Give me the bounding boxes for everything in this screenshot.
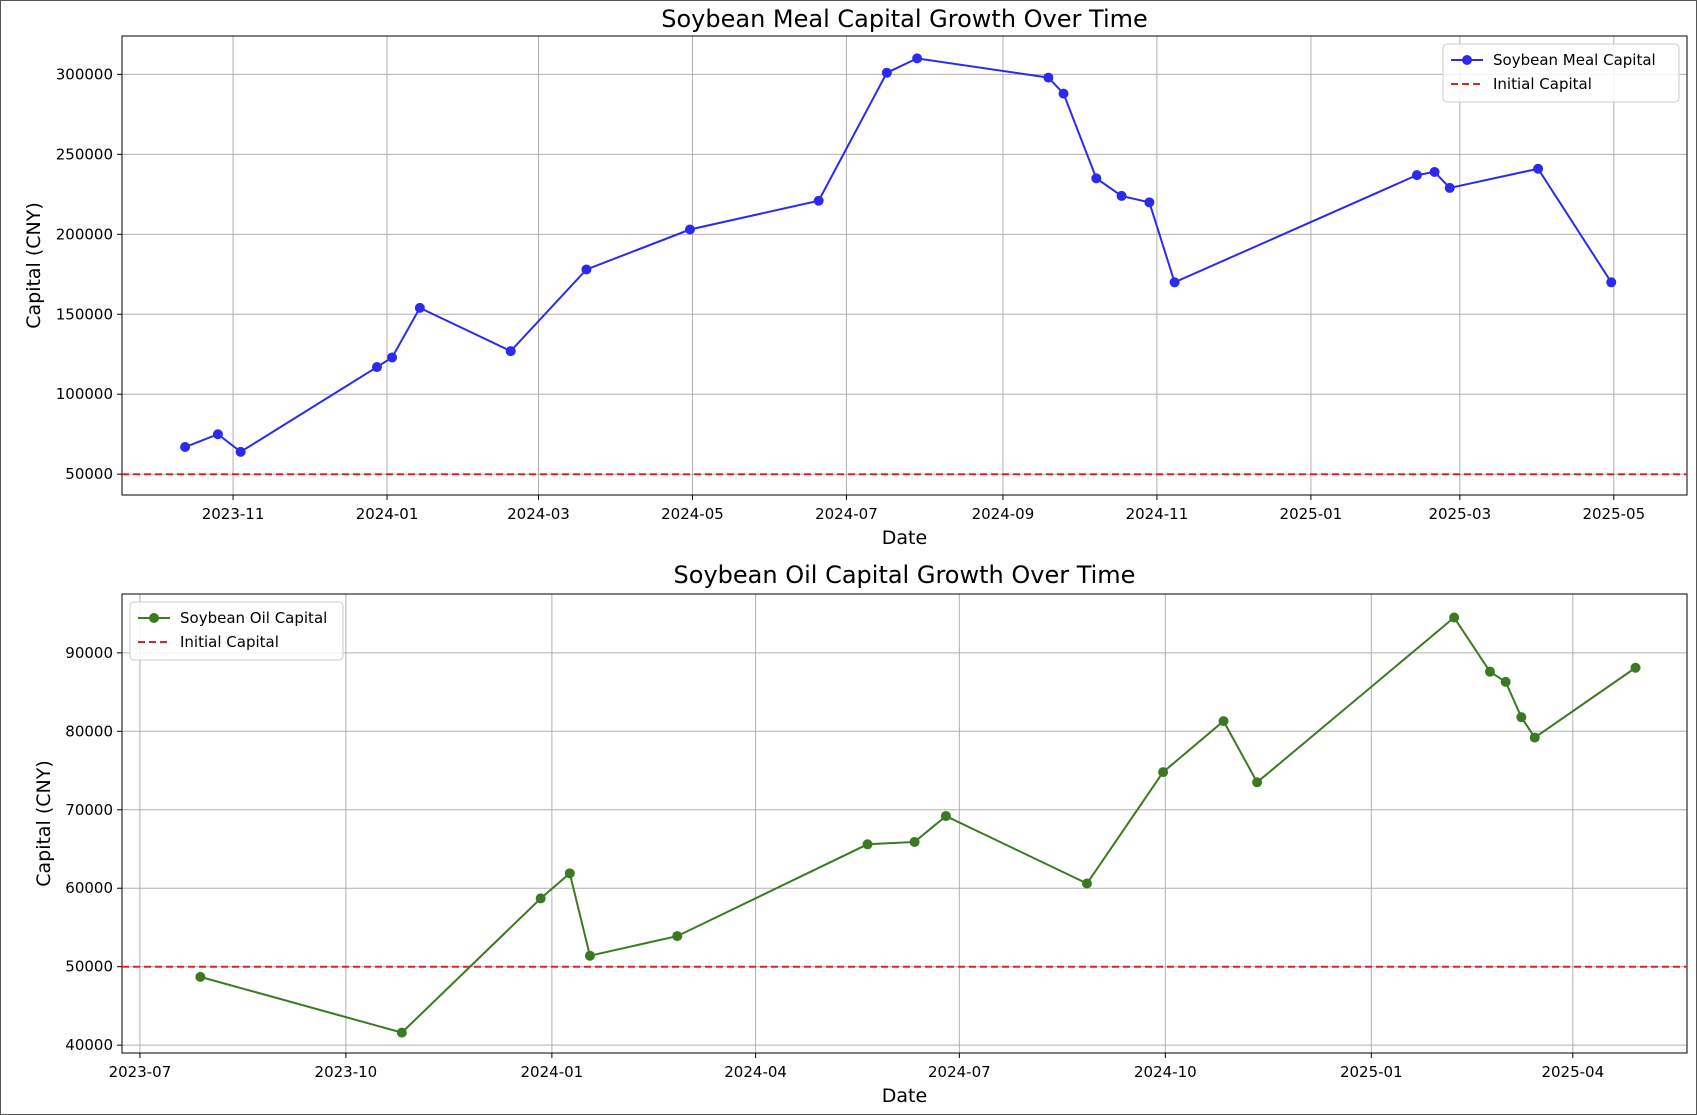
data-point <box>1411 170 1422 181</box>
legend: Soybean Oil Capital Initial Capital <box>129 601 344 661</box>
legend-label: Soybean Oil Capital <box>180 609 327 627</box>
legend-label: Initial Capital <box>180 633 279 651</box>
data-point <box>212 429 223 440</box>
legend-marker <box>149 613 159 623</box>
data-point <box>912 53 923 64</box>
y-tick-label: 250000 <box>56 145 113 163</box>
data-point <box>1484 666 1495 677</box>
y-tick-label: 70000 <box>65 801 113 819</box>
x-tick-label: 2024-01 <box>356 505 419 523</box>
x-tick-label: 2024-04 <box>724 1063 787 1081</box>
y-tick-label: 50000 <box>65 465 113 483</box>
data-point <box>1043 72 1054 83</box>
data-point <box>813 195 824 206</box>
chart-title: Soybean Oil Capital Growth Over Time <box>674 561 1136 589</box>
data-point <box>1252 777 1263 788</box>
data-point <box>180 442 191 453</box>
y-tick-label: 300000 <box>56 65 113 83</box>
x-tick-label: 2025-01 <box>1340 1063 1403 1081</box>
data-point <box>1218 716 1229 727</box>
data-point <box>1429 166 1440 177</box>
y-tick-label: 50000 <box>65 958 113 976</box>
data-point <box>1449 612 1460 623</box>
legend-label: Soybean Meal Capital <box>1493 51 1656 69</box>
data-point <box>1081 878 1092 889</box>
y-tick-label: 150000 <box>56 305 113 323</box>
chart-title: Soybean Meal Capital Growth Over Time <box>661 5 1148 33</box>
x-tick-label: 2025-01 <box>1280 505 1343 523</box>
x-tick-label: 2025-04 <box>1541 1063 1604 1081</box>
x-tick-label: 2025-05 <box>1582 505 1645 523</box>
x-tick-label: 2024-09 <box>972 505 1035 523</box>
y-tick-label: 60000 <box>65 879 113 897</box>
data-point <box>1144 197 1155 208</box>
data-point <box>584 950 595 961</box>
data-point <box>940 811 951 822</box>
x-tick-label: 2024-03 <box>507 505 570 523</box>
soybean-meal-chart: 2023-11 2024-01 2024-03 2024-05 2024-07 2024-… <box>23 5 1688 549</box>
x-tick-label: 2023-10 <box>315 1063 378 1081</box>
data-point <box>684 224 695 235</box>
data-point <box>414 302 425 313</box>
x-tick-label: 2024-11 <box>1126 505 1189 523</box>
data-point <box>1091 173 1102 184</box>
data-point <box>909 836 920 847</box>
data-point <box>1116 190 1127 201</box>
x-tick-label: 2024-01 <box>521 1063 584 1081</box>
y-axis-label: Capital (CNY) <box>33 760 55 887</box>
data-point <box>1158 767 1169 778</box>
data-point <box>581 264 592 275</box>
legend-marker <box>1462 55 1472 65</box>
data-point <box>1529 732 1540 743</box>
data-point <box>1533 163 1544 174</box>
y-tick-label: 90000 <box>65 644 113 662</box>
data-point <box>862 839 873 850</box>
x-tick-label: 2024-10 <box>1134 1063 1197 1081</box>
x-tick-label: 2023-07 <box>109 1063 172 1081</box>
data-point <box>1606 277 1617 288</box>
data-point <box>1169 277 1180 288</box>
legend-box <box>1442 43 1680 103</box>
x-axis-label: Date <box>882 1085 927 1107</box>
plot-frame <box>121 35 1688 496</box>
y-axis-label: Capital (CNY) <box>23 202 45 329</box>
data-point <box>387 352 398 363</box>
data-point <box>672 931 683 942</box>
data-point <box>1630 662 1641 673</box>
data-point <box>535 893 546 904</box>
x-axis-label: Date <box>882 527 927 549</box>
data-point <box>881 67 892 78</box>
y-tick-label: 40000 <box>65 1036 113 1054</box>
x-tick-label: 2024-07 <box>928 1063 991 1081</box>
data-point <box>1500 676 1511 687</box>
x-tick-label: 2023-11 <box>202 505 265 523</box>
data-point <box>1444 182 1455 193</box>
data-point <box>1516 712 1527 723</box>
data-point <box>195 971 206 982</box>
x-tick-label: 2024-07 <box>815 505 878 523</box>
data-point <box>235 446 246 457</box>
plot-frame <box>121 593 1688 1054</box>
y-tick-label: 100000 <box>56 385 113 403</box>
data-point <box>396 1027 407 1038</box>
y-tick-label: 80000 <box>65 722 113 740</box>
data-point <box>564 868 575 879</box>
data-point <box>505 346 516 357</box>
data-point <box>1058 88 1069 99</box>
legend-label: Initial Capital <box>1493 75 1592 93</box>
x-tick-label: 2025-03 <box>1428 505 1491 523</box>
legend: Soybean Meal Capital Initial Capital <box>1442 43 1680 103</box>
legend-box <box>129 601 344 661</box>
x-tick-label: 2024-05 <box>661 505 724 523</box>
y-tick-label: 200000 <box>56 225 113 243</box>
data-point <box>371 362 382 373</box>
soybean-oil-chart: 2023-07 2023-10 2024-01 2024-04 2024-07 2024-… <box>33 561 1688 1107</box>
